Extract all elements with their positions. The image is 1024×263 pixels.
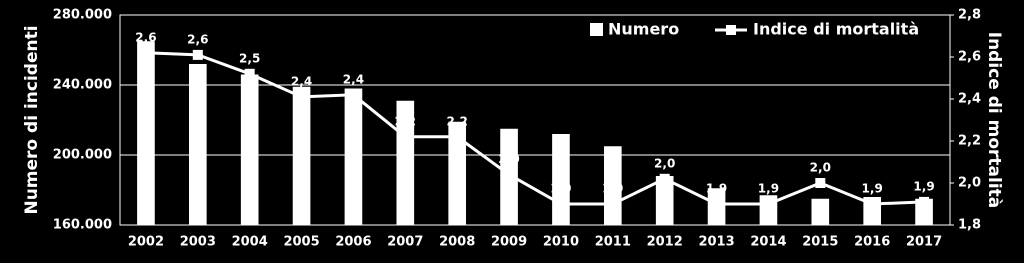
- bar: [552, 134, 570, 225]
- y-tick-label: 200.000: [53, 148, 112, 163]
- x-tick-label: 2007: [387, 235, 423, 250]
- line-marker: [296, 91, 307, 102]
- value-label: 2,0: [498, 152, 519, 166]
- x-tick-label: 2008: [439, 235, 475, 250]
- bar: [344, 88, 363, 225]
- x-tick-label: 2017: [906, 235, 942, 250]
- value-label: 2,4: [291, 74, 312, 88]
- y2-tick-label: 2,0: [958, 176, 981, 191]
- x-tick-label: 2012: [647, 235, 683, 250]
- value-label: 1,9: [602, 182, 623, 196]
- line-marker: [348, 89, 359, 100]
- x-tick-label: 2002: [128, 235, 164, 250]
- x-tick-label: 2004: [232, 235, 268, 250]
- y2-tick-label: 2,2: [958, 134, 981, 149]
- value-label: 1,9: [706, 182, 727, 196]
- y2-tick-label: 2,4: [958, 92, 981, 107]
- x-tick-label: 2006: [335, 235, 371, 250]
- x-tick-label: 2010: [543, 235, 579, 250]
- line-marker: [504, 169, 515, 180]
- line-marker: [867, 199, 878, 209]
- y2-tick-label: 2,6: [958, 50, 981, 65]
- bar: [655, 176, 674, 225]
- bar: [188, 64, 207, 225]
- x-tick-label: 2013: [698, 235, 734, 250]
- y-tick-label: 240.000: [53, 78, 112, 93]
- bar: [811, 198, 830, 225]
- x-tick-label: 2003: [180, 235, 216, 250]
- y2-tick-label: 1,8: [958, 218, 981, 233]
- bar: [292, 86, 311, 225]
- x-tick-label: 2009: [491, 235, 527, 250]
- line-marker: [607, 199, 618, 209]
- line-marker: [192, 49, 203, 60]
- y-tick-label: 280.000: [53, 8, 112, 23]
- bar: [448, 121, 467, 225]
- line-marker: [659, 173, 670, 184]
- value-label: 2,5: [239, 51, 260, 65]
- value-label: 2,6: [135, 30, 156, 44]
- plot-border: [119, 14, 951, 226]
- legend-label: Numero: [608, 20, 679, 39]
- line-marker: [400, 131, 411, 142]
- x-tick-label: 2014: [750, 235, 786, 250]
- y2-tick-label: 2,8: [958, 8, 981, 23]
- x-tick-label: 2016: [854, 235, 890, 250]
- legend-label: Indice di mortalità: [753, 20, 919, 39]
- value-label: 2,4: [343, 72, 364, 86]
- value-label: 1,9: [862, 182, 883, 196]
- y-axis-label: Numero di incidenti: [22, 25, 42, 214]
- bar: [137, 41, 155, 225]
- value-label: 1,9: [550, 182, 571, 196]
- y-tick-label: 160.000: [53, 218, 112, 233]
- x-tick-label: 2015: [802, 235, 838, 250]
- value-label: 1,9: [758, 182, 779, 196]
- value-label: 2,0: [810, 161, 831, 175]
- x-tick-label: 2011: [595, 235, 631, 250]
- value-label: 1,9: [913, 179, 934, 193]
- line-marker: [140, 47, 151, 58]
- value-label: 2,2: [447, 114, 468, 128]
- line-marker: [244, 68, 255, 79]
- line-marker: [711, 199, 722, 209]
- line-marker: [815, 178, 826, 188]
- line: [145, 51, 925, 206]
- line-marker: [763, 199, 774, 209]
- y2-axis-label: Indice di mortalità: [984, 32, 1004, 209]
- value-label: 2,2: [395, 114, 416, 128]
- bar: [240, 74, 259, 225]
- line-marker: [452, 131, 463, 142]
- x-tick-label: 2005: [283, 235, 319, 250]
- line-marker: [555, 199, 566, 209]
- line-marker: [919, 196, 930, 207]
- legend-swatch: [590, 23, 603, 36]
- value-label: 2,0: [654, 156, 675, 170]
- value-label: 2,6: [187, 32, 208, 46]
- legend-swatch: [726, 25, 736, 35]
